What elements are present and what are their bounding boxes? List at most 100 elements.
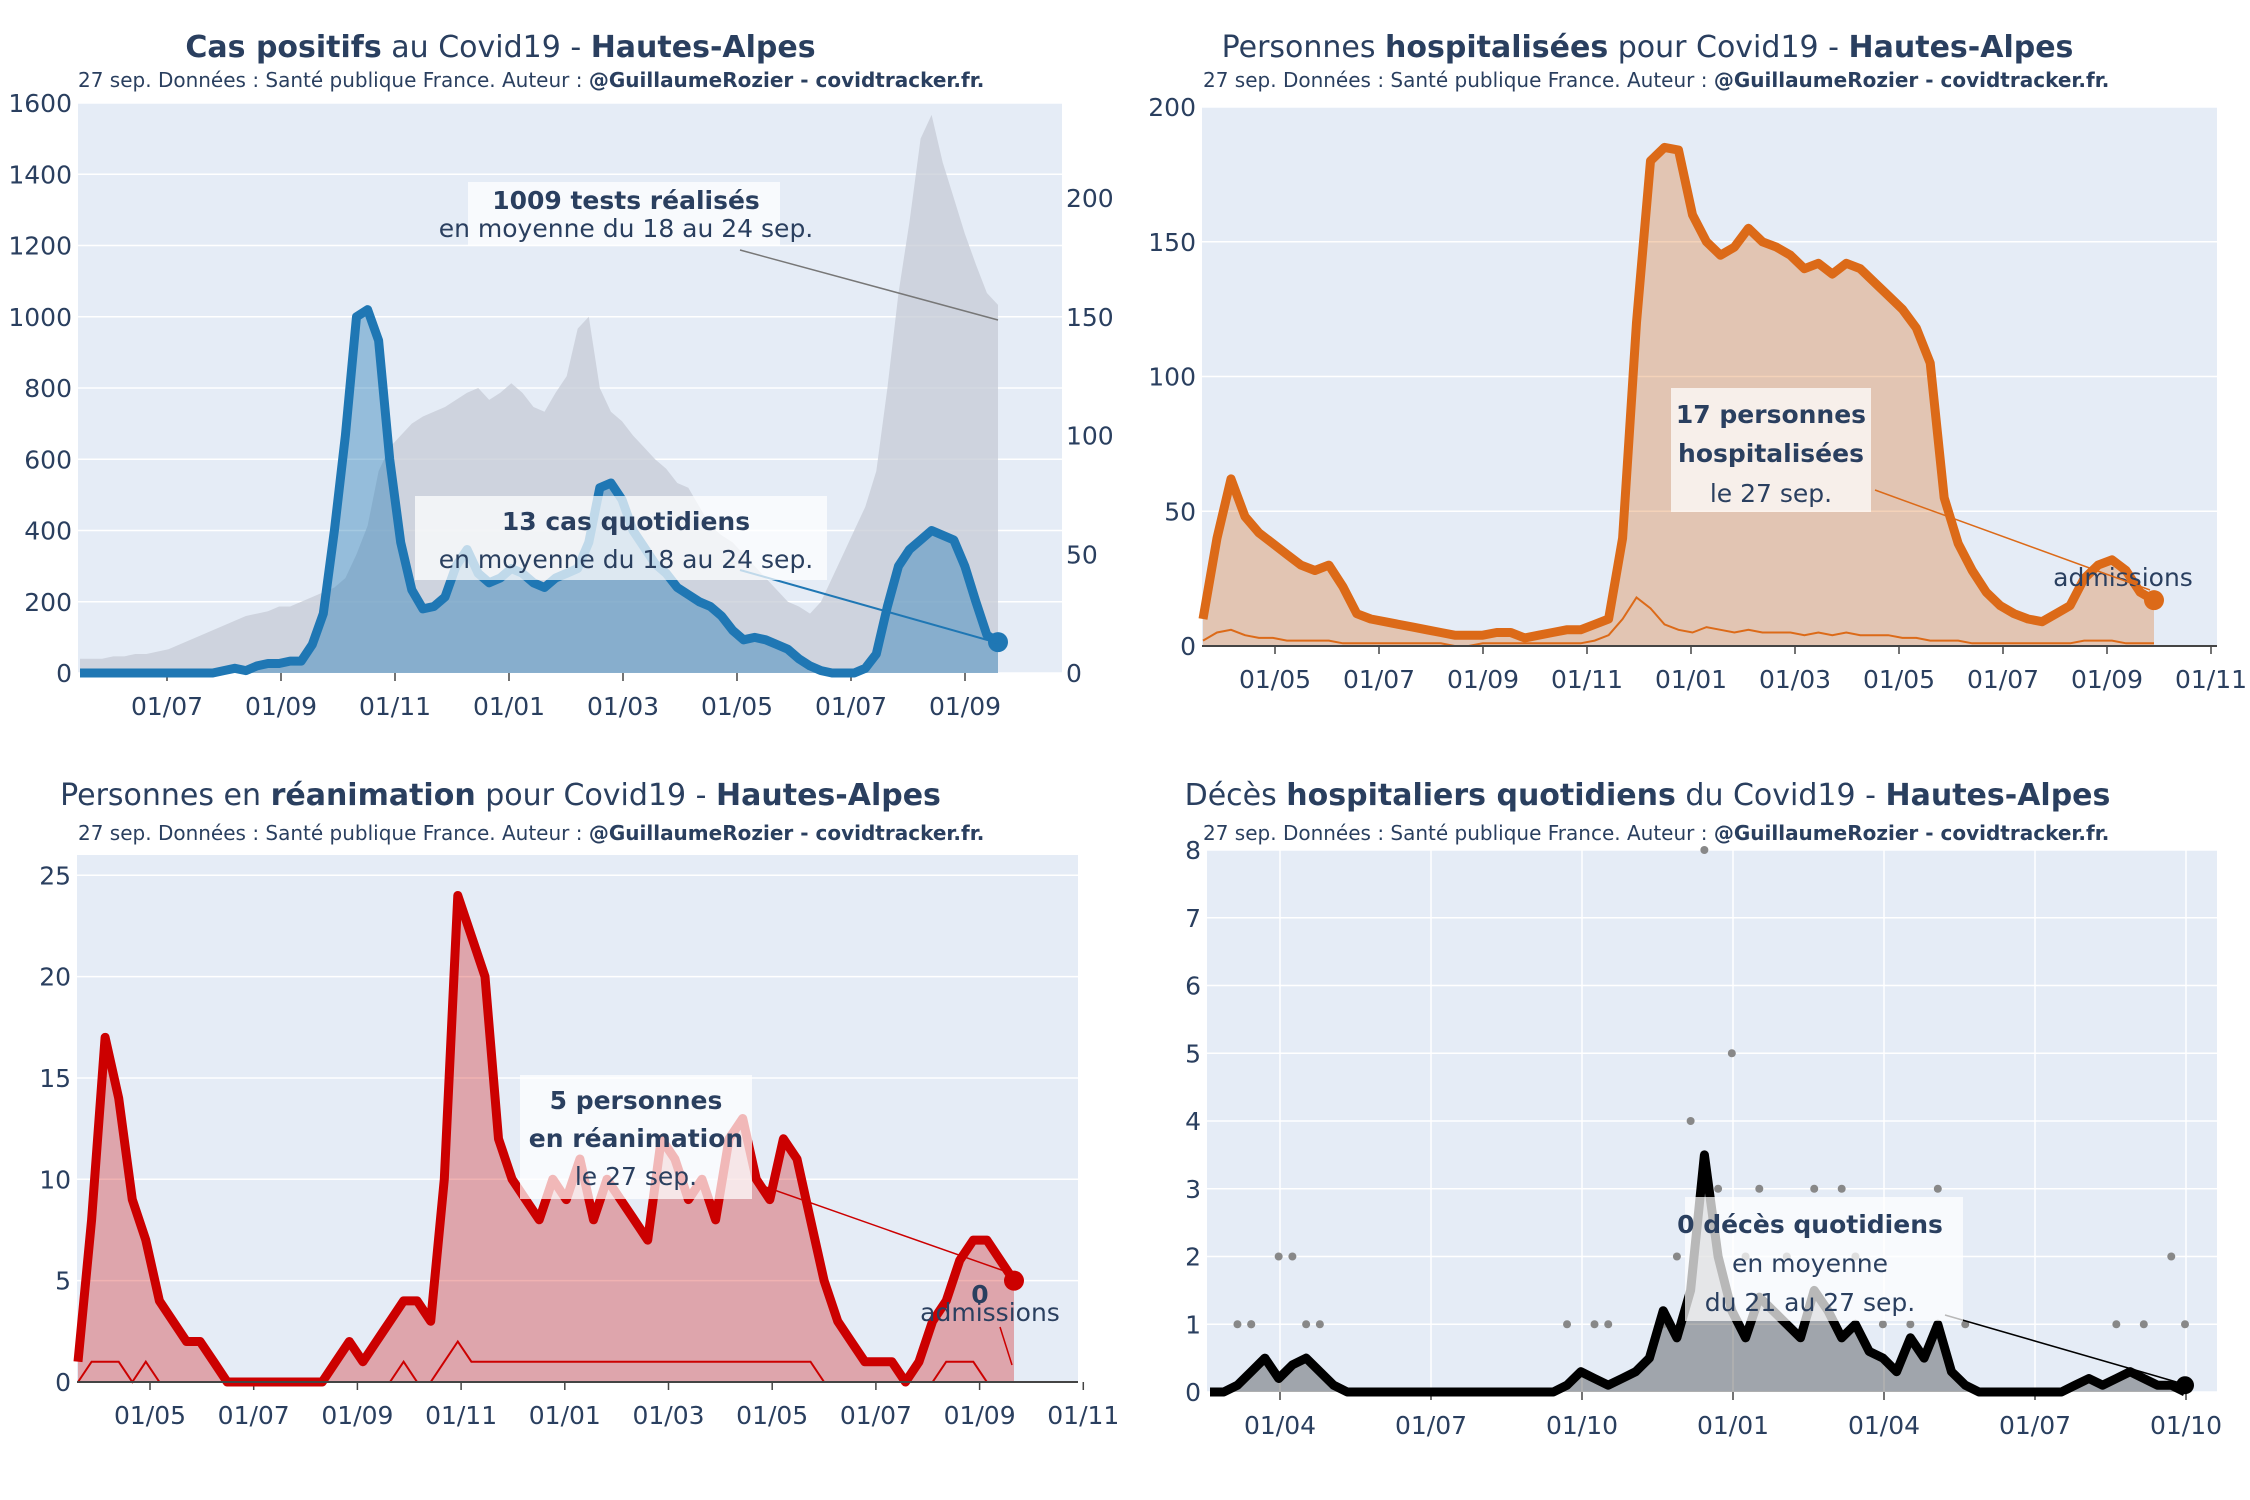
y-tick-label: 1	[1185, 1310, 1201, 1339]
death-point	[1810, 1184, 1819, 1193]
x-tick-label: 01/03	[1759, 665, 1831, 694]
y-tick-label: 8	[1185, 836, 1201, 865]
x-tick-label: 01/05	[1239, 665, 1311, 694]
x-tick-label: 01/07	[1395, 1411, 1467, 1440]
y-tick-label: 4	[1185, 1107, 1201, 1136]
hosp-annotation-arrow	[1874, 489, 2151, 591]
y-tick-label: 50	[1164, 497, 1196, 526]
x-tick-label: 01/04	[1244, 1411, 1316, 1440]
y-tick-label: 100	[1148, 363, 1196, 392]
admissions-arrow	[999, 1326, 1013, 1366]
x-tick-label: 01/01	[1697, 1411, 1769, 1440]
x-tick-label: 01/03	[587, 692, 659, 721]
deaths-annotation-line2: en moyenne	[1732, 1249, 1888, 1278]
y-tick-label: 1000	[8, 303, 72, 332]
death-point	[1590, 1320, 1599, 1329]
rea-annotation-line1: 5 personnes	[550, 1086, 723, 1115]
x-tick-label: 01/07	[840, 1401, 912, 1430]
panel-deces: Décès hospitaliers quotidiens du Covid19…	[1125, 745, 2250, 1500]
death-point	[1878, 1320, 1887, 1329]
y-tick-label: 6	[1185, 972, 1201, 1001]
y-tick-label: 400	[24, 517, 72, 546]
tests-annotation-arrow	[739, 249, 999, 321]
hosp-last-marker	[2144, 590, 2164, 611]
y2-tick-label: 200	[1066, 184, 1114, 213]
chart-subtitle: 27 sep. Données : Santé publique France.…	[1203, 68, 2110, 92]
death-point	[1604, 1320, 1613, 1329]
panel-hospitalisations: Personnes hospitalisées pour Covid19 - H…	[1125, 0, 2250, 745]
death-point	[1837, 1184, 1846, 1193]
x-tick-label: 01/05	[701, 692, 773, 721]
cases-line	[80, 305, 1001, 678]
x-tick-label: 01/11	[2175, 665, 2247, 694]
y-tick-label: 7	[1185, 904, 1201, 933]
annotation-box	[468, 182, 780, 246]
hosp-annotation-line3: le 27 sep.	[1710, 479, 1832, 508]
death-point	[1315, 1320, 1324, 1329]
y2-tick-label: 0	[1066, 659, 1082, 688]
chart-subtitle: 27 sep. Données : Santé publique France.…	[78, 68, 985, 92]
x-tick-label: 01/07	[218, 1401, 290, 1430]
rea-annotation-line2: en réanimation	[529, 1124, 743, 1153]
x-tick-label: 01/07	[1999, 1411, 2071, 1440]
x-tick-label: 01/07	[131, 692, 203, 721]
x-tick-label: 01/07	[1343, 665, 1415, 694]
chart-deces: 0 1 2 3 4 5 6 7 8 01/04 01/07 01/10 01/01 01/04 01/07 0…	[1185, 836, 2222, 1440]
y-tick-label: 1400	[8, 160, 72, 189]
deaths-last-marker	[2176, 1376, 2194, 1395]
chart-reanimation: 0 5 10 15 20 25 01/05 01/07 01/09 01/11 01/01 01/03…	[39, 855, 1119, 1430]
x-tick-label: 01/05	[736, 1401, 808, 1430]
death-point	[1288, 1252, 1297, 1261]
x-tick-label: 01/05	[114, 1401, 186, 1430]
annotation-box	[415, 496, 827, 580]
death-point	[2181, 1320, 2189, 1329]
death-point	[1563, 1320, 1572, 1329]
death-point	[1727, 1049, 1736, 1058]
y-tick-label: 20	[39, 963, 71, 992]
chart-title: Décès hospitaliers quotidiens du Covid19…	[1184, 778, 2111, 813]
y-tick-label: 0	[1180, 632, 1196, 661]
death-point	[1700, 846, 1709, 854]
death-point	[1906, 1320, 1915, 1329]
death-point	[2167, 1252, 2176, 1261]
death-point	[2112, 1320, 2121, 1329]
y-tick-label: 2	[1185, 1243, 1201, 1272]
death-point	[1302, 1320, 1311, 1329]
panel-reanimation: Personnes en réanimation pour Covid19 - …	[0, 745, 1125, 1500]
admissions-label: admissions	[2053, 563, 2193, 592]
death-point	[1233, 1320, 1242, 1329]
death-point	[1755, 1184, 1764, 1193]
y-tick-label: 200	[1148, 93, 1196, 122]
rea-annotation-line3: le 27 sep.	[575, 1162, 697, 1191]
y-tick-label: 800	[24, 374, 72, 403]
chart-subtitle: 27 sep. Données : Santé publique France.…	[1203, 821, 2110, 845]
y-tick-label: 0	[56, 659, 72, 688]
y-tick-label: 200	[24, 588, 72, 617]
rea-last-marker	[1004, 1270, 1024, 1291]
x-tick-label: 01/04	[1848, 1411, 1920, 1440]
chart-title: Personnes en réanimation pour Covid19 - …	[60, 778, 941, 813]
x-tick-label: 01/07	[1967, 665, 2039, 694]
x-tick-label: 01/11	[1047, 1401, 1119, 1430]
chart-subtitle: 27 sep. Données : Santé publique France.…	[78, 821, 985, 845]
y-tick-label: 15	[39, 1064, 71, 1093]
y2-tick-label: 100	[1066, 422, 1114, 451]
y-tick-label: 3	[1185, 1175, 1201, 1204]
y-tick-label: 5	[55, 1267, 71, 1296]
y-tick-label: 5	[1185, 1039, 1201, 1068]
y-tick-label: 150	[1148, 228, 1196, 257]
death-point	[1933, 1184, 1942, 1193]
x-tick-label: 01/11	[359, 692, 431, 721]
tests-annotation-text: en moyenne du 18 au 24 sep.	[439, 214, 814, 243]
x-tick-label: 01/11	[1551, 665, 1623, 694]
x-tick-label: 01/11	[425, 1401, 497, 1430]
x-tick-label: 01/09	[1447, 665, 1519, 694]
x-tick-label: 01/01	[1655, 665, 1727, 694]
hosp-annotation-line2: hospitalisées	[1678, 439, 1864, 468]
x-tick-label: 01/10	[1546, 1411, 1618, 1440]
cases-annotation-title: 13 cas quotidiens	[502, 507, 750, 536]
y-tick-label: 0	[1185, 1378, 1201, 1407]
x-tick-label: 01/10	[2150, 1411, 2222, 1440]
death-point	[1961, 1320, 1970, 1329]
